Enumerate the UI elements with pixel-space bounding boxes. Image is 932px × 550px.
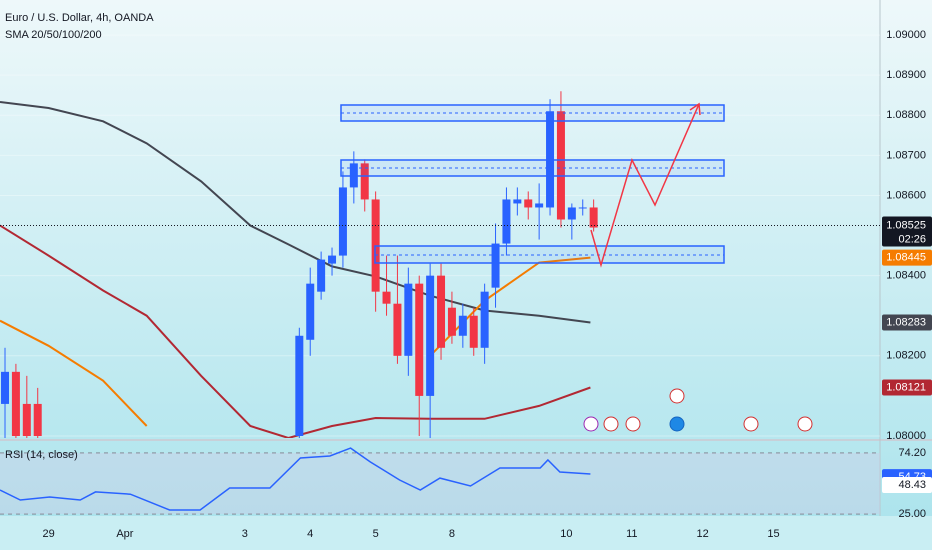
event-icon[interactable] xyxy=(669,388,685,404)
moving-average xyxy=(0,256,591,427)
y-tick-label: 1.08800 xyxy=(886,109,926,121)
pane-separator xyxy=(0,439,932,441)
rsi-line xyxy=(0,447,591,511)
indicator-label: SMA 20/50/100/200 xyxy=(5,29,102,41)
price-label: 1.08525 xyxy=(886,219,926,231)
x-tick-label: 11 xyxy=(626,528,637,540)
x-tick-label: 5 xyxy=(373,528,379,540)
x-tick-label: 3 xyxy=(242,528,248,540)
candle-body xyxy=(33,403,42,436)
y-tick-label: 74.20 xyxy=(898,447,926,459)
user-drawings xyxy=(340,102,725,268)
candle-body xyxy=(295,335,304,436)
x-tick-label: 8 xyxy=(449,528,455,540)
rsi-band xyxy=(0,453,880,515)
candle-body xyxy=(328,255,337,264)
y-tick-label: 1.08700 xyxy=(886,149,926,161)
candle-body xyxy=(502,199,511,244)
candle-body xyxy=(524,199,533,208)
y-tick-label: 1.08900 xyxy=(886,69,926,81)
y-tick-label: 1.09000 xyxy=(886,29,926,41)
price-label-bg xyxy=(882,249,932,266)
moving-average xyxy=(0,224,591,438)
x-tick-label: 15 xyxy=(767,528,779,540)
candle-body xyxy=(317,259,326,292)
y-tick-label: 1.08200 xyxy=(886,350,926,362)
candle-body xyxy=(491,243,500,288)
y-tick-label: 1.08400 xyxy=(886,270,926,282)
pane xyxy=(0,447,880,515)
chart-title: Euro / U.S. Dollar, 4h, OANDA xyxy=(5,12,154,24)
y-tick-label: 25.00 xyxy=(898,508,926,520)
x-tick-label: Apr xyxy=(116,528,133,540)
candle-body xyxy=(513,199,522,204)
price-label: 1.08445 xyxy=(886,251,926,263)
price-label: 1.08121 xyxy=(886,381,926,393)
event-icon[interactable] xyxy=(743,416,759,432)
event-icon[interactable] xyxy=(669,416,685,432)
x-tick-label: 10 xyxy=(560,528,572,540)
candle-body xyxy=(589,207,598,228)
candle-body xyxy=(556,111,565,220)
candle-body xyxy=(11,371,20,436)
candle-body xyxy=(458,315,467,336)
event-icon[interactable] xyxy=(797,416,813,432)
rsi-label-bg xyxy=(882,476,932,493)
price-label-bg xyxy=(882,379,932,396)
event-icon[interactable] xyxy=(603,416,619,432)
candle-body xyxy=(480,291,489,348)
candle-body xyxy=(404,283,413,356)
candle-body xyxy=(338,187,347,256)
arrow-head xyxy=(689,102,701,116)
y-tick-label: 1.08000 xyxy=(886,430,926,442)
candle-body xyxy=(382,291,391,304)
candle-body xyxy=(447,307,456,336)
y-tick-label: 1.08600 xyxy=(886,189,926,201)
candle-body xyxy=(535,203,544,208)
candle-body xyxy=(22,403,31,436)
candle-body xyxy=(426,275,435,396)
time-axis xyxy=(0,516,932,550)
candle-body xyxy=(578,207,587,209)
candle-body xyxy=(306,283,315,340)
x-tick-label: 29 xyxy=(42,528,54,540)
candle-body xyxy=(415,283,424,396)
rsi-title: RSI (14, close) xyxy=(5,449,78,461)
candle-body xyxy=(567,207,576,220)
projection-path xyxy=(590,103,700,268)
price-label: 1.08283 xyxy=(886,316,926,328)
candle-body xyxy=(469,315,478,348)
event-icon[interactable] xyxy=(583,416,599,432)
countdown: 02:26 xyxy=(898,233,926,245)
events xyxy=(583,388,813,432)
x-tick-label: 4 xyxy=(307,528,313,540)
candle-body xyxy=(437,275,446,348)
price-label-bg xyxy=(882,216,932,247)
x-tick-label: 12 xyxy=(697,528,709,540)
candle-body xyxy=(360,163,369,200)
rsi-label: 48.43 xyxy=(898,479,926,491)
event-icon[interactable] xyxy=(625,416,641,432)
candle-body xyxy=(1,371,10,404)
candle-body xyxy=(393,303,402,356)
price-label-bg xyxy=(882,314,932,331)
